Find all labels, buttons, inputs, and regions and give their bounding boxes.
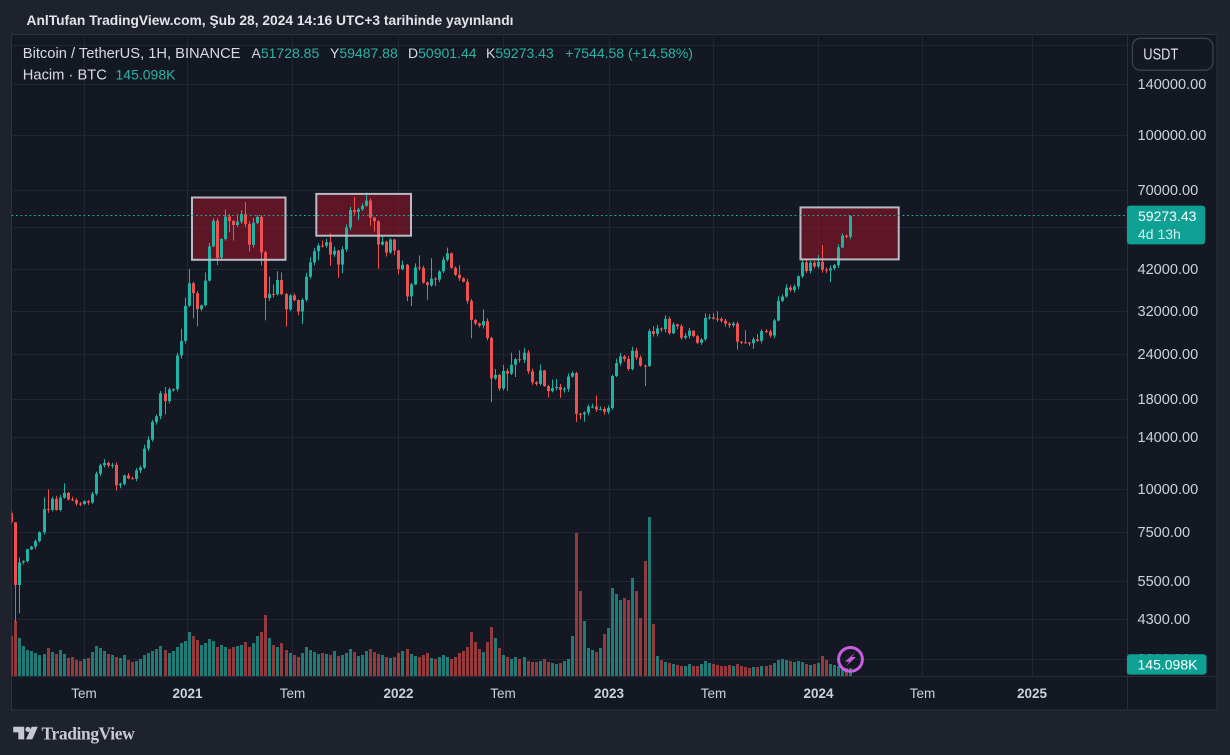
svg-text:TradingView: TradingView — [42, 724, 136, 744]
svg-text:2025: 2025 — [1017, 686, 1048, 701]
svg-text:32000.00: 32000.00 — [1138, 303, 1199, 320]
svg-text:2021: 2021 — [172, 686, 203, 701]
svg-text:145.098K: 145.098K — [116, 67, 177, 83]
svg-text:4d 13h: 4d 13h — [1138, 226, 1181, 242]
svg-text:4300.00: 4300.00 — [1138, 611, 1191, 628]
svg-text:AnlTufan TradingView.com, Şub: AnlTufan TradingView.com, Şub 28, 2024 1… — [27, 13, 514, 28]
svg-text:Tem: Tem — [71, 686, 97, 701]
svg-text:2024: 2024 — [803, 686, 834, 701]
svg-text:42000.00: 42000.00 — [1138, 261, 1199, 278]
svg-text:Tem: Tem — [910, 686, 936, 701]
svg-text:100000.00: 100000.00 — [1138, 127, 1207, 144]
svg-text:Y59487.88: Y59487.88 — [330, 45, 398, 61]
svg-text:7500.00: 7500.00 — [1138, 524, 1191, 541]
svg-text:Tem: Tem — [490, 686, 516, 701]
svg-text:2023: 2023 — [594, 686, 625, 701]
svg-text:10000.00: 10000.00 — [1138, 481, 1199, 498]
svg-text:+7544.58 (+14.58%): +7544.58 (+14.58%) — [565, 45, 693, 61]
svg-text:140000.00: 140000.00 — [1138, 76, 1207, 93]
svg-text:K59273.43: K59273.43 — [486, 45, 554, 61]
svg-text:Hacim · BTC: Hacim · BTC — [23, 68, 107, 84]
svg-text:Bitcoin / TetherUS, 1H, BINANC: Bitcoin / TetherUS, 1H, BINANCE — [23, 46, 241, 62]
svg-text:Tem: Tem — [280, 686, 306, 701]
svg-text:USDT: USDT — [1143, 47, 1178, 64]
svg-text:24000.00: 24000.00 — [1138, 346, 1199, 363]
svg-text:2022: 2022 — [383, 686, 413, 701]
svg-text:145.098K: 145.098K — [1138, 656, 1199, 672]
svg-text:5500.00: 5500.00 — [1138, 573, 1191, 590]
svg-text:D50901.44: D50901.44 — [408, 45, 477, 61]
svg-text:18000.00: 18000.00 — [1138, 391, 1199, 408]
svg-text:70000.00: 70000.00 — [1138, 182, 1199, 199]
svg-text:A51728.85: A51728.85 — [252, 45, 320, 61]
svg-text:14000.00: 14000.00 — [1138, 429, 1199, 446]
svg-text:59273.43: 59273.43 — [1138, 208, 1197, 224]
svg-text:Tem: Tem — [701, 686, 727, 701]
